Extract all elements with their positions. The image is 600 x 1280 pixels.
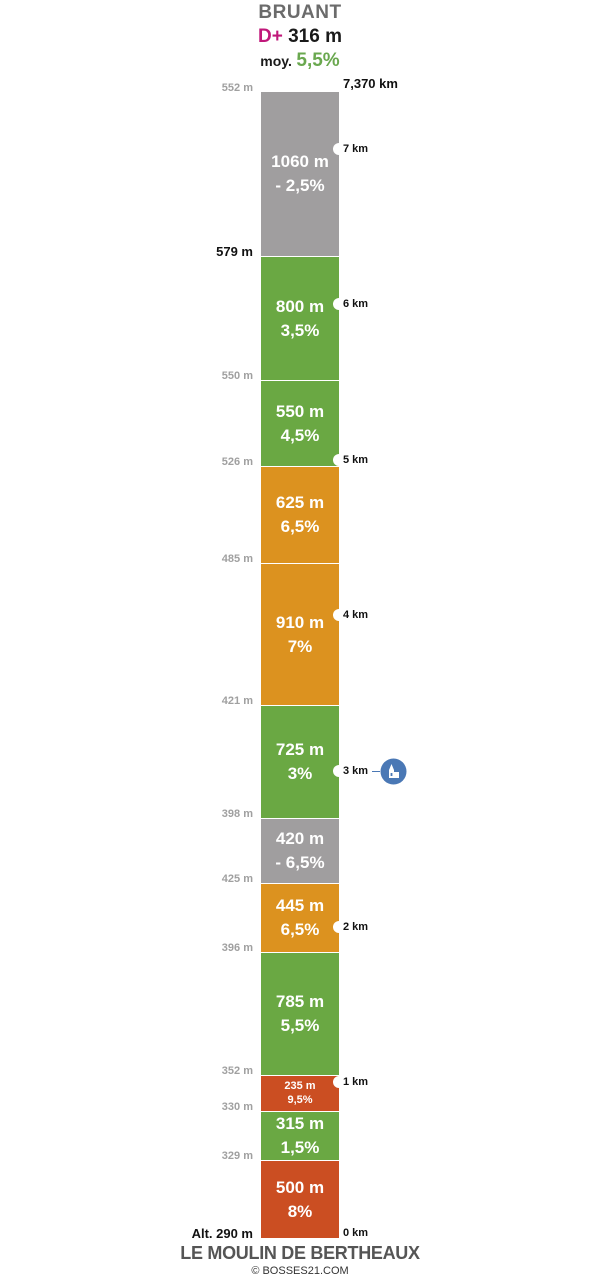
km-marker-label: 4 km [343,609,369,622]
profile-segment: 235 m 9,5% [261,1074,339,1112]
segment-label: 500 m 8% [261,1176,339,1224]
profile-segment: 800 m 3,5% [261,255,339,381]
segment-grade: 3% [287,763,313,783]
altitude-label: 421 m [221,694,253,707]
segment-label: 315 m 1,5% [261,1112,339,1160]
average-grade: moy. 5,5% [0,50,600,72]
altitude-label: 330 m [221,1101,253,1114]
segment-length: 625 m [275,493,325,513]
km-marker-label: 7 km [343,142,369,155]
segment-grade: 5,5% [280,1015,320,1035]
church-icon [380,758,407,785]
km-notch [333,609,345,622]
segment-label: 910 m 7% [261,611,339,659]
km-marker-label: 0 km [343,1227,369,1239]
segment-grade: 9,5% [287,1094,313,1107]
poi-connector [372,771,380,773]
segment-length: 785 m [275,991,325,1011]
km-marker-label: 6 km [343,298,369,311]
segment-label: 725 m 3% [261,738,339,786]
km-notch [333,298,345,311]
segment-length: 1060 m [271,151,329,171]
altitude-label: 552 m [221,82,253,94]
km-notch [333,453,345,466]
segment-label: 800 m 3,5% [261,295,339,343]
km-marker-label: 3 km [343,765,369,778]
segment-grade: 4,5% [280,425,320,445]
average-grade-value: 5,5% [296,50,340,71]
segment-length: 910 m [275,612,325,632]
profile-segment: 1060 m - 2,5% [261,91,339,256]
segment-length: 550 m [275,401,325,421]
segment-grade: 6,5% [280,920,320,940]
profile-segment: 785 m 5,5% [261,952,339,1075]
segment-length: 725 m [275,739,325,759]
segment-grade: - 2,5% [275,175,325,195]
segment-grade: 6,5% [280,517,320,537]
km-notch [333,920,345,933]
altitude-label: 485 m [221,553,253,566]
profile-segment: 725 m 3% [261,704,339,818]
segment-length: 420 m [275,828,325,848]
altitude-label: 425 m [221,873,253,886]
altitude-label: 396 m [221,942,253,955]
climb-title: BRUANT [258,2,342,23]
profile-segment: 910 m 7% [261,563,339,705]
km-notch [333,1076,345,1089]
segment-label: 235 m 9,5% [261,1079,339,1107]
elevation-gain: D+ 316 m [0,26,600,48]
altitude-label: 352 m [221,1064,253,1077]
profile-segment: 550 m 4,5% [261,380,339,467]
segment-label: 1060 m - 2,5% [261,150,339,198]
segment-label: 445 m 6,5% [261,894,339,942]
segment-grade: 3,5% [280,320,320,340]
km-marker-label: 5 km [343,453,369,466]
altitude-label: 526 m [221,456,253,469]
total-distance-label: 7,370 km [343,76,398,91]
km-notch [333,142,345,155]
altitude-label: 398 m [221,807,253,820]
segment-grade: 7% [287,636,313,656]
segment-grade: - 6,5% [275,852,325,872]
profile-segment: 420 m - 6,5% [261,817,339,884]
altitude-label: 579 m [216,243,253,259]
altitude-label: 329 m [221,1150,253,1163]
profile-segment: 625 m 6,5% [261,466,339,564]
km-marker-label: 1 km [343,1076,369,1089]
profile-segment: 315 m 1,5% [261,1111,339,1161]
credit-text: © BOSSES21.COM [251,1265,349,1277]
altitude-label: Alt. 290 m [191,1226,253,1241]
segment-length: 315 m [275,1114,325,1134]
segment-label: 625 m 6,5% [261,491,339,539]
segment-length: 800 m [275,296,325,316]
average-grade-label: moy. [260,53,292,69]
segment-length: 235 m [284,1080,316,1093]
start-location: LE MOULIN DE BERTHEAUX [180,1243,420,1263]
segment-label: 785 m 5,5% [261,990,339,1038]
km-notch [333,765,345,778]
segment-length: 445 m [275,896,325,916]
segment-grade: 8% [287,1201,313,1221]
elevation-gain-value: 316 m [288,26,342,47]
altitude-label: 550 m [221,370,253,383]
elevation-gain-prefix: D+ [258,26,283,47]
profile-segment: 500 m 8% [261,1160,339,1238]
segment-label: 420 m - 6,5% [261,827,339,875]
segment-length: 500 m [275,1177,325,1197]
km-marker-label: 2 km [343,920,369,933]
profile-segment: 445 m 6,5% [261,883,339,953]
segment-label: 550 m 4,5% [261,400,339,448]
segment-grade: 1,5% [280,1138,320,1158]
